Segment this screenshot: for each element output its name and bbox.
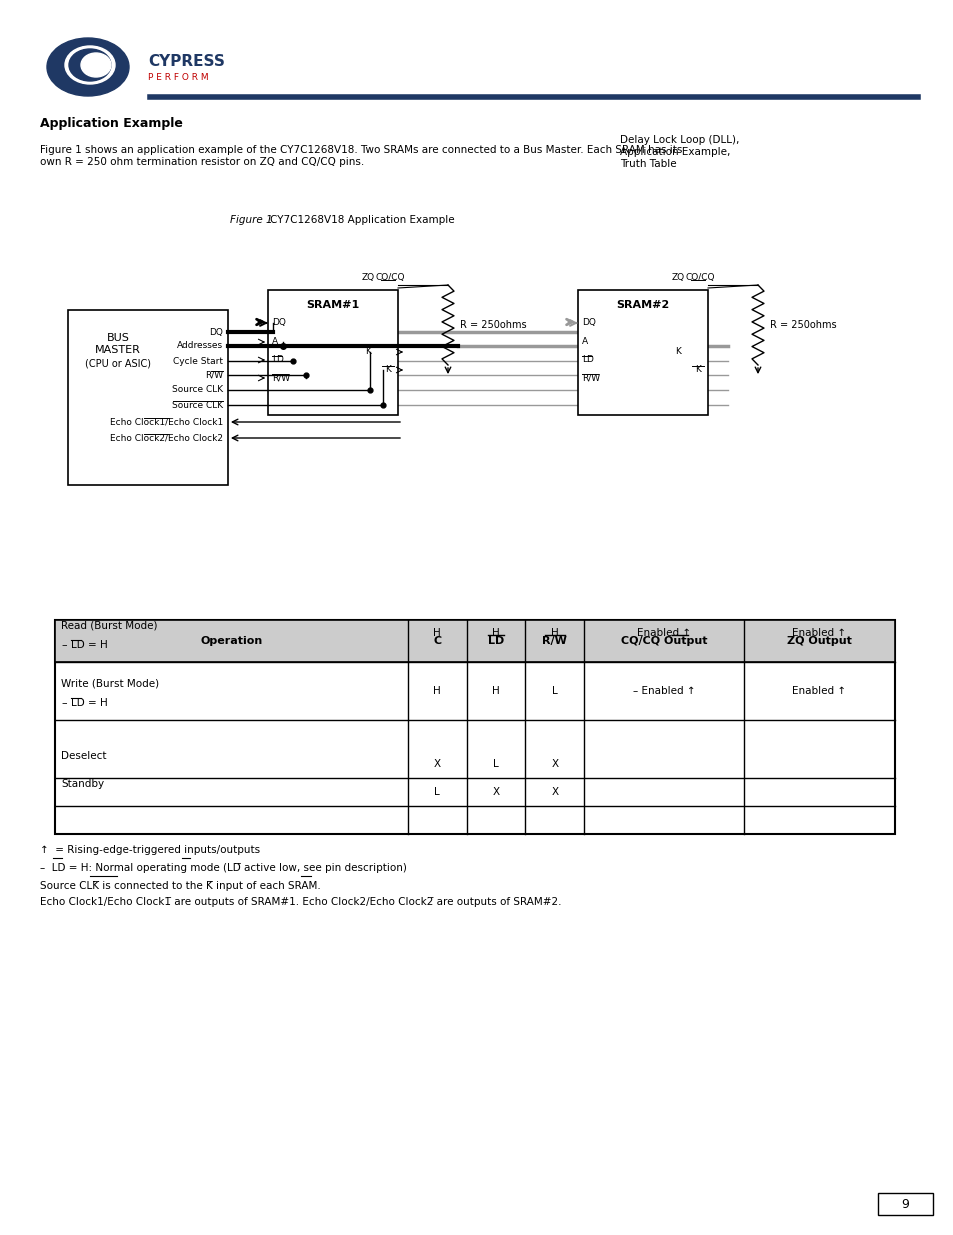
- Bar: [578, 290, 707, 415]
- Text: Source CLK̅ is connected to the K̅ input of each SRAM.: Source CLK̅ is connected to the K̅ input…: [40, 881, 320, 890]
- Text: LD: LD: [272, 356, 284, 364]
- Ellipse shape: [65, 46, 115, 84]
- Text: LD = H: LD = H: [71, 640, 108, 650]
- Text: CY7C1268V18 Application Example: CY7C1268V18 Application Example: [270, 215, 455, 225]
- Text: SRAM#1: SRAM#1: [306, 300, 359, 310]
- Text: K: K: [675, 347, 680, 357]
- Text: K: K: [365, 347, 371, 357]
- Text: SRAM#2: SRAM#2: [616, 300, 669, 310]
- Ellipse shape: [47, 38, 129, 96]
- Text: Operation: Operation: [200, 636, 262, 646]
- Text: Figure 1 shows an application example of the CY7C1268V18. Two SRAMs are connecte: Figure 1 shows an application example of…: [40, 144, 681, 156]
- Text: H: H: [492, 685, 499, 697]
- Text: Write (Burst Mode): Write (Burst Mode): [61, 678, 159, 688]
- Text: ↑  = Rising-edge-triggered inputs/outputs: ↑ = Rising-edge-triggered inputs/outputs: [40, 845, 260, 855]
- Text: BUS: BUS: [107, 333, 130, 343]
- Text: R = 250ohms: R = 250ohms: [769, 320, 836, 330]
- Text: Echo Clock1/Echo Clock1̅ are outputs of SRAM#1. Echo Clock2/Echo Clock2̅ are out: Echo Clock1/Echo Clock1̅ are outputs of …: [40, 897, 561, 906]
- Text: DQ: DQ: [209, 327, 223, 336]
- Text: Standby: Standby: [61, 779, 104, 789]
- Ellipse shape: [69, 49, 111, 82]
- Text: – Enabled ↑: – Enabled ↑: [632, 685, 695, 697]
- Text: L: L: [493, 760, 498, 769]
- Text: R/W: R/W: [205, 370, 223, 379]
- Text: 9: 9: [901, 1198, 908, 1210]
- Text: own R = 250 ohm termination resistor on ZQ and CQ/CQ pins.: own R = 250 ohm termination resistor on …: [40, 157, 364, 167]
- Text: R/W: R/W: [581, 373, 599, 383]
- Text: Read (Burst Mode): Read (Burst Mode): [61, 620, 157, 630]
- Text: LD: LD: [581, 356, 594, 364]
- Text: ZQ: ZQ: [361, 273, 375, 282]
- Bar: [268, 290, 397, 415]
- Text: CQ/CQ Output: CQ/CQ Output: [620, 636, 706, 646]
- Text: –: –: [61, 698, 67, 708]
- Text: MASTER: MASTER: [95, 345, 141, 354]
- Text: X: X: [551, 760, 558, 769]
- Text: CQ/CQ: CQ/CQ: [375, 273, 404, 282]
- Text: Enabled ↑: Enabled ↑: [637, 629, 690, 638]
- Text: Enabled ↑: Enabled ↑: [792, 685, 845, 697]
- Text: ZQ: ZQ: [671, 273, 684, 282]
- Text: Application Example,: Application Example,: [619, 147, 730, 157]
- Text: Enabled ↑: Enabled ↑: [792, 629, 845, 638]
- Text: X: X: [434, 760, 440, 769]
- Ellipse shape: [81, 53, 111, 77]
- Text: L: L: [552, 685, 558, 697]
- Text: Delay Lock Loop (DLL),: Delay Lock Loop (DLL),: [619, 135, 739, 144]
- Text: Cycle Start: Cycle Start: [172, 357, 223, 366]
- Text: Deselect: Deselect: [61, 751, 107, 761]
- Text: ZQ Output: ZQ Output: [786, 636, 851, 646]
- Text: Echo Clock1/Echo Clock1: Echo Clock1/Echo Clock1: [110, 417, 223, 426]
- Text: C: C: [433, 636, 441, 646]
- Bar: [877, 1193, 932, 1215]
- Text: H: H: [550, 629, 558, 638]
- Text: K: K: [385, 366, 391, 374]
- Text: H: H: [492, 629, 499, 638]
- Text: DQ: DQ: [581, 319, 596, 327]
- Text: P E R F O R M: P E R F O R M: [148, 73, 209, 82]
- Text: –: –: [61, 640, 67, 650]
- Bar: [68, 310, 228, 485]
- Text: K: K: [695, 366, 700, 374]
- Text: LD: LD: [487, 636, 503, 646]
- Text: Source CLK: Source CLK: [172, 400, 223, 410]
- Text: H: H: [433, 629, 440, 638]
- Text: Echo Clock2/Echo Clock2: Echo Clock2/Echo Clock2: [110, 433, 223, 442]
- Text: R = 250ohms: R = 250ohms: [459, 320, 526, 330]
- Text: R/W: R/W: [542, 636, 567, 646]
- Text: LD = H: LD = H: [71, 698, 108, 708]
- Text: CQ/CQ: CQ/CQ: [684, 273, 714, 282]
- Text: (CPU or ASIC): (CPU or ASIC): [85, 358, 151, 368]
- Text: CYPRESS: CYPRESS: [148, 54, 225, 69]
- Text: Source CLK: Source CLK: [172, 385, 223, 394]
- Text: X: X: [551, 787, 558, 797]
- Text: Truth Table: Truth Table: [619, 159, 676, 169]
- Text: Application Example: Application Example: [40, 117, 183, 130]
- Text: H: H: [433, 685, 440, 697]
- Bar: [55, 620, 894, 834]
- Text: R/W: R/W: [272, 373, 290, 383]
- Text: Addresses: Addresses: [176, 342, 223, 351]
- Text: L: L: [434, 787, 439, 797]
- Text: Figure 1.: Figure 1.: [230, 215, 275, 225]
- Text: DQ: DQ: [272, 319, 286, 327]
- Text: –  LD = H: Normal operating mode (LD̅ active low, see pin description): – LD = H: Normal operating mode (LD̅ act…: [40, 863, 406, 873]
- Text: A: A: [581, 337, 587, 347]
- Text: X: X: [492, 787, 499, 797]
- Bar: [55, 620, 894, 662]
- Text: A: A: [272, 337, 278, 347]
